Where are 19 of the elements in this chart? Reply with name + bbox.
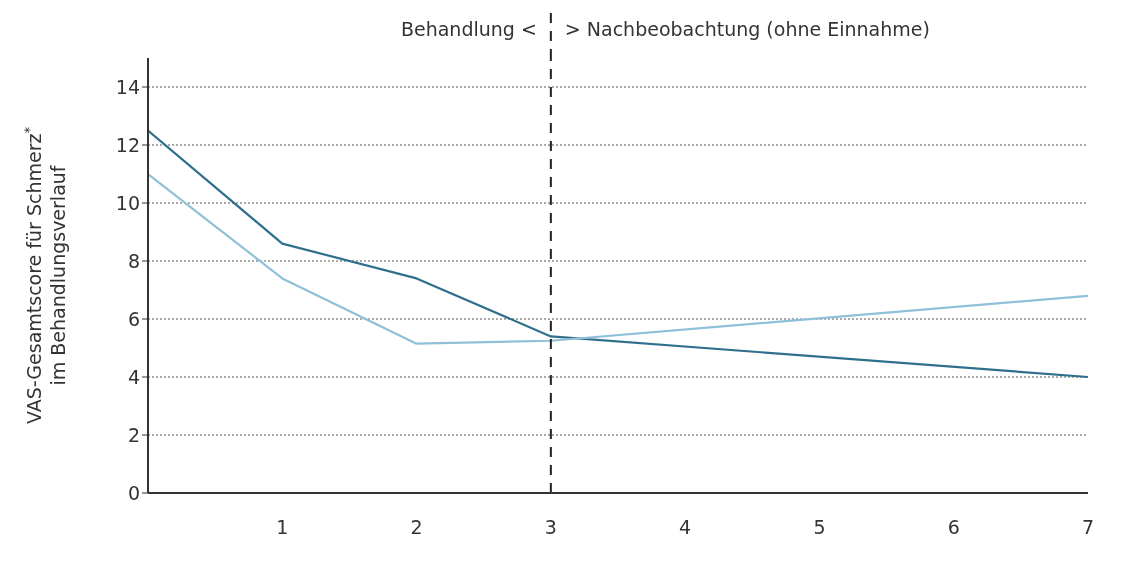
y-tick-label: 2	[127, 423, 140, 446]
x-tick-label: 1	[276, 516, 289, 539]
line-series	[148, 129, 1088, 379]
x-tick-label: 3	[544, 516, 557, 539]
y-tick-label: 12	[115, 133, 140, 156]
line-series	[148, 172, 1088, 345]
x-tick-label: 5	[813, 516, 826, 539]
x-tick-label: 4	[679, 516, 692, 539]
y-tick-label: 8	[127, 249, 140, 272]
y-tick-label: 10	[115, 191, 140, 214]
y-tick-label: 0	[127, 481, 140, 504]
text: > Nachbeobachtung (ohne Einnahme)	[564, 18, 930, 40]
x-tick-label: 6	[947, 516, 960, 539]
y-tick-label: 4	[127, 365, 140, 388]
y-tick-label: 6	[127, 307, 140, 330]
x-tick-label: 2	[410, 516, 423, 539]
x-tick-label: 7	[1081, 516, 1095, 539]
text: Behandlung <	[400, 18, 537, 40]
y-tick-label: 14	[115, 75, 140, 98]
